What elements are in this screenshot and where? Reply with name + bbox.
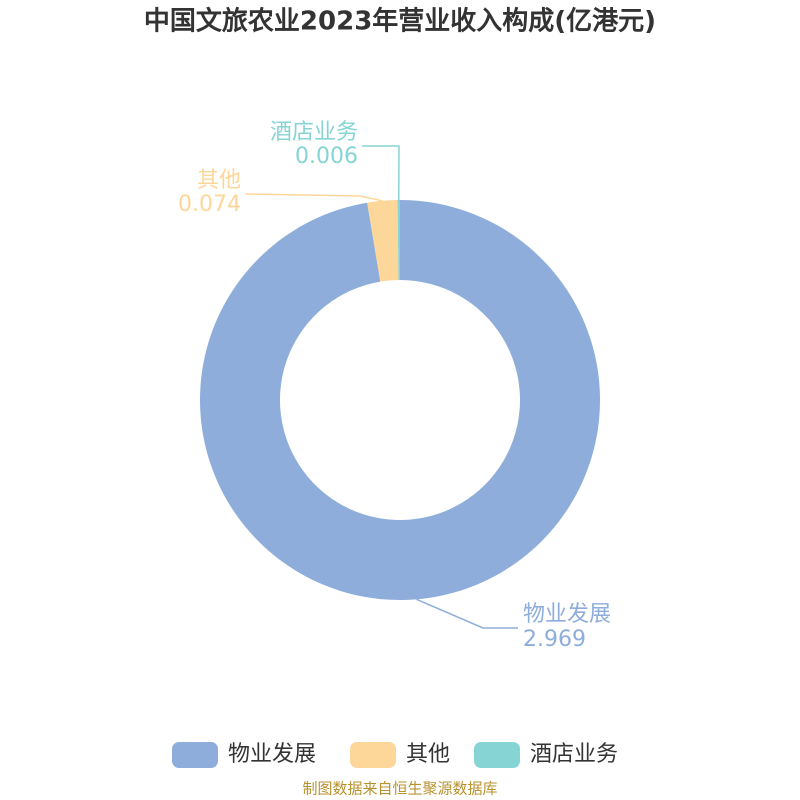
- value-label: 2.969: [523, 627, 586, 652]
- value-label: 0.074: [178, 192, 241, 217]
- legend-swatch: [172, 742, 218, 768]
- legend-swatch: [350, 742, 396, 768]
- leader-line: [416, 598, 518, 629]
- leader-line: [362, 145, 400, 201]
- slice-label: 物业发展: [523, 602, 611, 627]
- donut-slice: [200, 200, 600, 600]
- legend-swatch: [474, 742, 520, 768]
- donut-slice: [367, 200, 399, 282]
- legend-label: 其他: [406, 742, 450, 767]
- donut-slice: [397, 200, 400, 281]
- leader-line: [244, 193, 383, 202]
- source-note: 制图数据来自恒生聚源数据库: [302, 780, 497, 798]
- value-label: 0.006: [295, 144, 358, 169]
- legend-label: 酒店业务: [530, 742, 618, 767]
- chart-title: 中国文旅农业2023年营业收入构成(亿港元): [144, 6, 656, 37]
- slice-label: 其他: [197, 168, 241, 193]
- slice-label: 酒店业务: [270, 120, 358, 145]
- legend-label: 物业发展: [228, 742, 316, 767]
